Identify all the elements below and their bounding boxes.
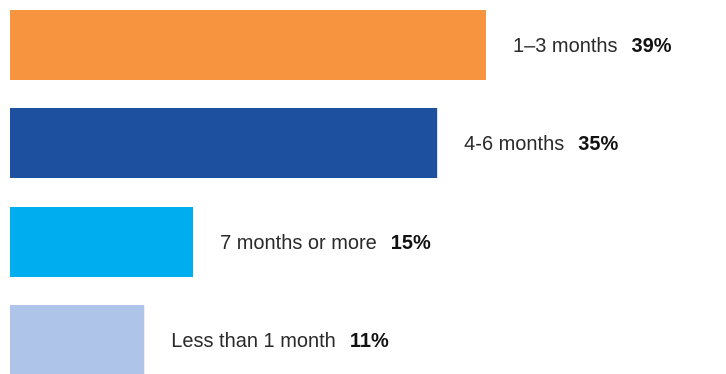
bar-3 xyxy=(10,305,145,374)
category-label-2: 7 months or more xyxy=(220,232,377,254)
category-label-3: Less than 1 month xyxy=(171,330,336,352)
labels-layer: 1–3 months 39% 4-6 months 35% 7 months or mo… xyxy=(171,35,672,352)
bars-layer xyxy=(10,10,486,374)
bar-0 xyxy=(10,10,486,80)
value-label-0: 39% xyxy=(632,35,672,57)
bar-1 xyxy=(10,108,438,178)
value-label-1: 35% xyxy=(578,133,618,155)
category-label-0: 1–3 months xyxy=(513,35,618,57)
category-label-1: 4-6 months xyxy=(464,133,564,155)
value-label-3: 11% xyxy=(350,330,389,352)
value-label-2: 15% xyxy=(391,232,431,254)
bar-2 xyxy=(10,207,194,277)
